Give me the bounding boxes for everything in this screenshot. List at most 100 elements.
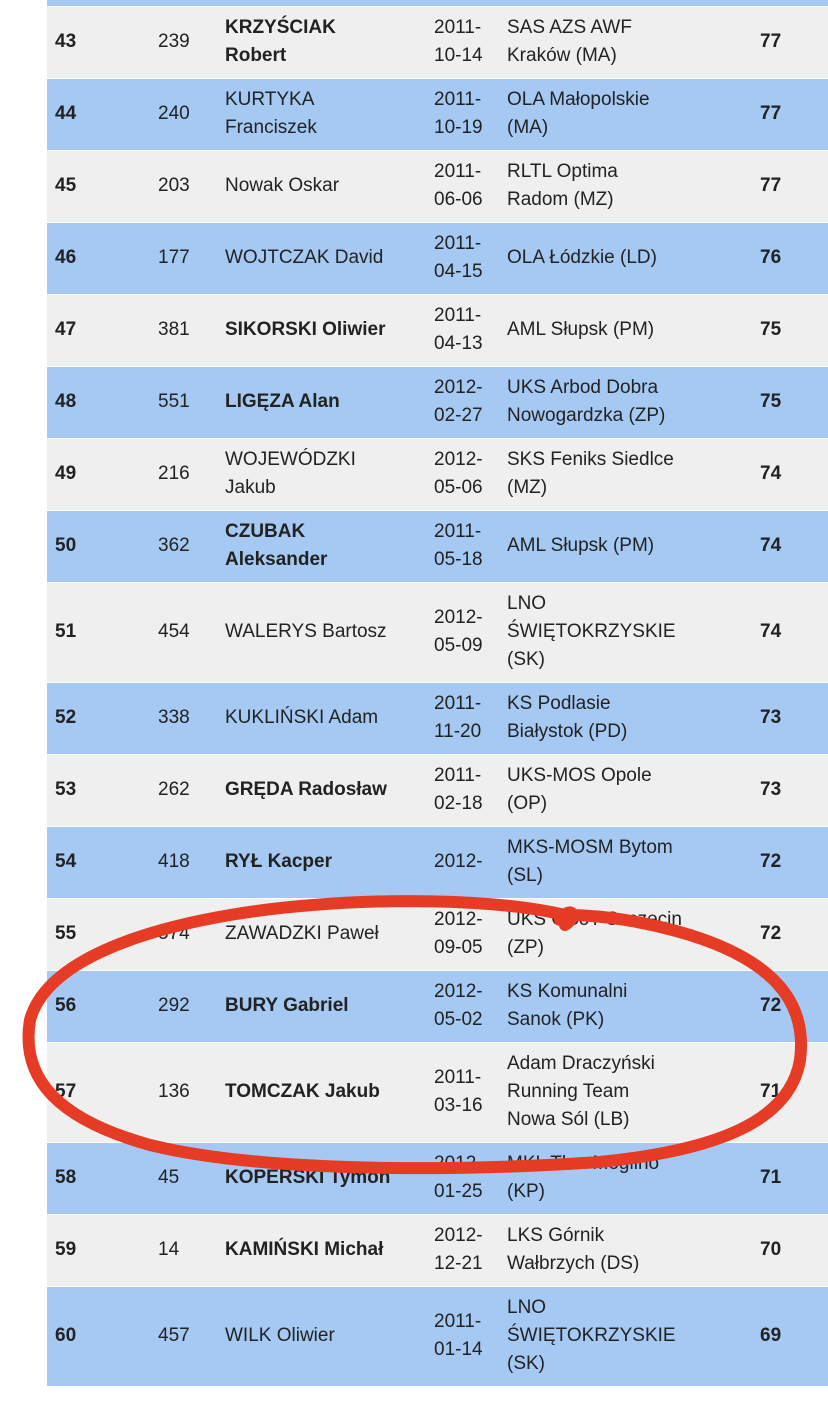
table-row: 59 14 KAMIŃSKI Michał 2012-12-21 LKS Górnik … <box>47 1215 828 1287</box>
athlete-name: KOPERSKI Tymon <box>225 1167 391 1188</box>
athlete-name: RYŁ Kacper <box>225 851 332 872</box>
table-row: 54 418 RYŁ Kacper 2012- MKS-MOSM Bytom (SL) 7… <box>47 827 828 899</box>
bib-number: 454 <box>158 621 190 642</box>
athlete-name: WILK Oliwier <box>225 1325 335 1346</box>
table-row: 53 262 GRĘDA Radosław 2011-02-18 UKS-MOS Opo… <box>47 755 828 827</box>
bib-number: 262 <box>158 779 190 800</box>
points: 77 <box>760 31 782 52</box>
points: 76 <box>760 247 782 268</box>
points: 77 <box>760 103 782 124</box>
athlete-name: KURTYKA Franciszek <box>225 89 317 138</box>
athlete-name: KRZYŚCIAK Robert <box>225 17 336 66</box>
table-row: 46 177 WOJTCZAK David 2011-04-15 OLA Łódzkie… <box>47 223 828 295</box>
table-row: 43 239 KRZYŚCIAK Robert 2011-10-14 SAS AZS A… <box>47 7 828 79</box>
place: 59 <box>55 1239 77 1260</box>
place: 47 <box>55 319 77 340</box>
club: AML Słupsk (PM) <box>507 319 655 340</box>
bib-number: 292 <box>158 995 190 1016</box>
table-row: 57 136 TOMCZAK Jakub 2011-03-16 Adam Draczyń… <box>47 1043 828 1143</box>
place: 52 <box>55 707 77 728</box>
points: 70 <box>760 1239 782 1260</box>
club: OLA Małopolskie (MA) <box>507 89 650 138</box>
club: UKS Arbod Dobra Nowogardzka (ZP) <box>507 377 666 426</box>
points: 74 <box>760 463 782 484</box>
club: KS Komunalni Sanok (PK) <box>507 981 628 1030</box>
points: 72 <box>760 851 782 872</box>
birth-date: 2011-04-13 <box>434 305 483 354</box>
table-row: 47 381 SIKORSKI Oliwier 2011-04-13 AML Słups… <box>47 295 828 367</box>
club: LNO ŚWIĘTOKRZYSKIE (SK) <box>507 593 676 670</box>
club: Adam Draczyński Running Team Nowa Sól (L… <box>507 1053 655 1130</box>
place: 57 <box>55 1081 77 1102</box>
bib-number: 203 <box>158 175 190 196</box>
club: MKS-MOSM Bytom (SL) <box>507 837 673 886</box>
athlete-name: WOJTCZAK David <box>225 247 384 268</box>
points: 72 <box>760 995 782 1016</box>
birth-date: 2011-11-20 <box>434 693 482 742</box>
birth-date: 2012-05-02 <box>434 981 483 1030</box>
points: 71 <box>760 1167 782 1188</box>
points: 73 <box>760 707 782 728</box>
points: 71 <box>760 1081 782 1102</box>
club: SAS AZS AWF Kraków (MA) <box>507 17 632 66</box>
bib-number: 362 <box>158 535 190 556</box>
table-row: 55 574 ZAWADZKI Paweł 2012-09-05 UKS OSoT Sz… <box>47 899 828 971</box>
place: 46 <box>55 247 77 268</box>
birth-date: 2012-09-05 <box>434 909 483 958</box>
bib-number: 216 <box>158 463 190 484</box>
points: 69 <box>760 1325 782 1346</box>
results-table: 42Stanisław06-09Szczecin (ZP)78 43 239 KRZY… <box>47 0 828 1387</box>
bib-number: 177 <box>158 247 190 268</box>
club: RLTL Optima Radom (MZ) <box>507 161 618 210</box>
birth-date: 2012-05-09 <box>434 607 483 656</box>
club: KS Podlasie Białystok (PD) <box>507 693 628 742</box>
place: 44 <box>55 103 77 124</box>
birth-date: 2011-04-15 <box>434 233 483 282</box>
birth-date: 2011-10-14 <box>434 17 483 66</box>
bib-number: 240 <box>158 103 190 124</box>
place: 55 <box>55 923 77 944</box>
points: 75 <box>760 391 782 412</box>
club: UKS OSoT Szczecin (ZP) <box>507 909 682 958</box>
table-row: 52 338 KUKLIŃSKI Adam 2011-11-20 KS Podlasie… <box>47 683 828 755</box>
birth-date: 2012-01-25 <box>434 1153 483 1202</box>
birth-date: 2011-10-19 <box>434 89 483 138</box>
place: 53 <box>55 779 77 800</box>
club: LNO ŚWIĘTOKRZYSKIE (SK) <box>507 1297 676 1374</box>
bib-number: 381 <box>158 319 190 340</box>
points: 75 <box>760 319 782 340</box>
place: 48 <box>55 391 77 412</box>
place: 49 <box>55 463 77 484</box>
table-row: 45 203 Nowak Oskar 2011-06-06 RLTL Optima Ra… <box>47 151 828 223</box>
table-row: 58 45 KOPERSKI Tymon 2012-01-25 MKL Tlen Mog… <box>47 1143 828 1215</box>
club: AML Słupsk (PM) <box>507 535 655 556</box>
place: 45 <box>55 175 77 196</box>
athlete-name: WALERYS Bartosz <box>225 621 387 642</box>
club: SKS Feniks Siedlce (MZ) <box>507 449 674 498</box>
table-row: 60 457 WILK Oliwier 2011-01-14 LNO ŚWIĘTOKRZ… <box>47 1287 828 1387</box>
bib-number: 239 <box>158 31 190 52</box>
birth-date: 2012-02-27 <box>434 377 483 426</box>
club: MKL Tlen Mogilno (KP) <box>507 1153 660 1202</box>
birth-date: 2011-02-18 <box>434 765 483 814</box>
table-row: 56 292 BURY Gabriel 2012-05-02 KS Komunalni … <box>47 971 828 1043</box>
birth-date: 2012-12-21 <box>434 1225 483 1274</box>
athlete-name: KUKLIŃSKI Adam <box>225 707 379 728</box>
athlete-name: SIKORSKI Oliwier <box>225 319 386 340</box>
bib-number: 338 <box>158 707 190 728</box>
table-row: 50 362 CZUBAK Aleksander 2011-05-18 AML Słup… <box>47 511 828 583</box>
table-row: 48 551 LIGĘZA Alan 2012-02-27 UKS Arbod Dobr… <box>47 367 828 439</box>
place: 50 <box>55 535 77 556</box>
table-row: 51 454 WALERYS Bartosz 2012-05-09 LNO ŚWIĘTO… <box>47 583 828 683</box>
table-row: 44 240 KURTYKA Franciszek 2011-10-19 OLA Mał… <box>47 79 828 151</box>
bib-number: 136 <box>158 1081 190 1102</box>
bib-number: 551 <box>158 391 190 412</box>
bib-number: 457 <box>158 1325 190 1346</box>
bib-number: 45 <box>158 1167 180 1188</box>
birth-date: 2012- <box>434 851 483 872</box>
place: 56 <box>55 995 77 1016</box>
place: 60 <box>55 1325 77 1346</box>
athlete-name: BURY Gabriel <box>225 995 349 1016</box>
club: UKS-MOS Opole (OP) <box>507 765 652 814</box>
